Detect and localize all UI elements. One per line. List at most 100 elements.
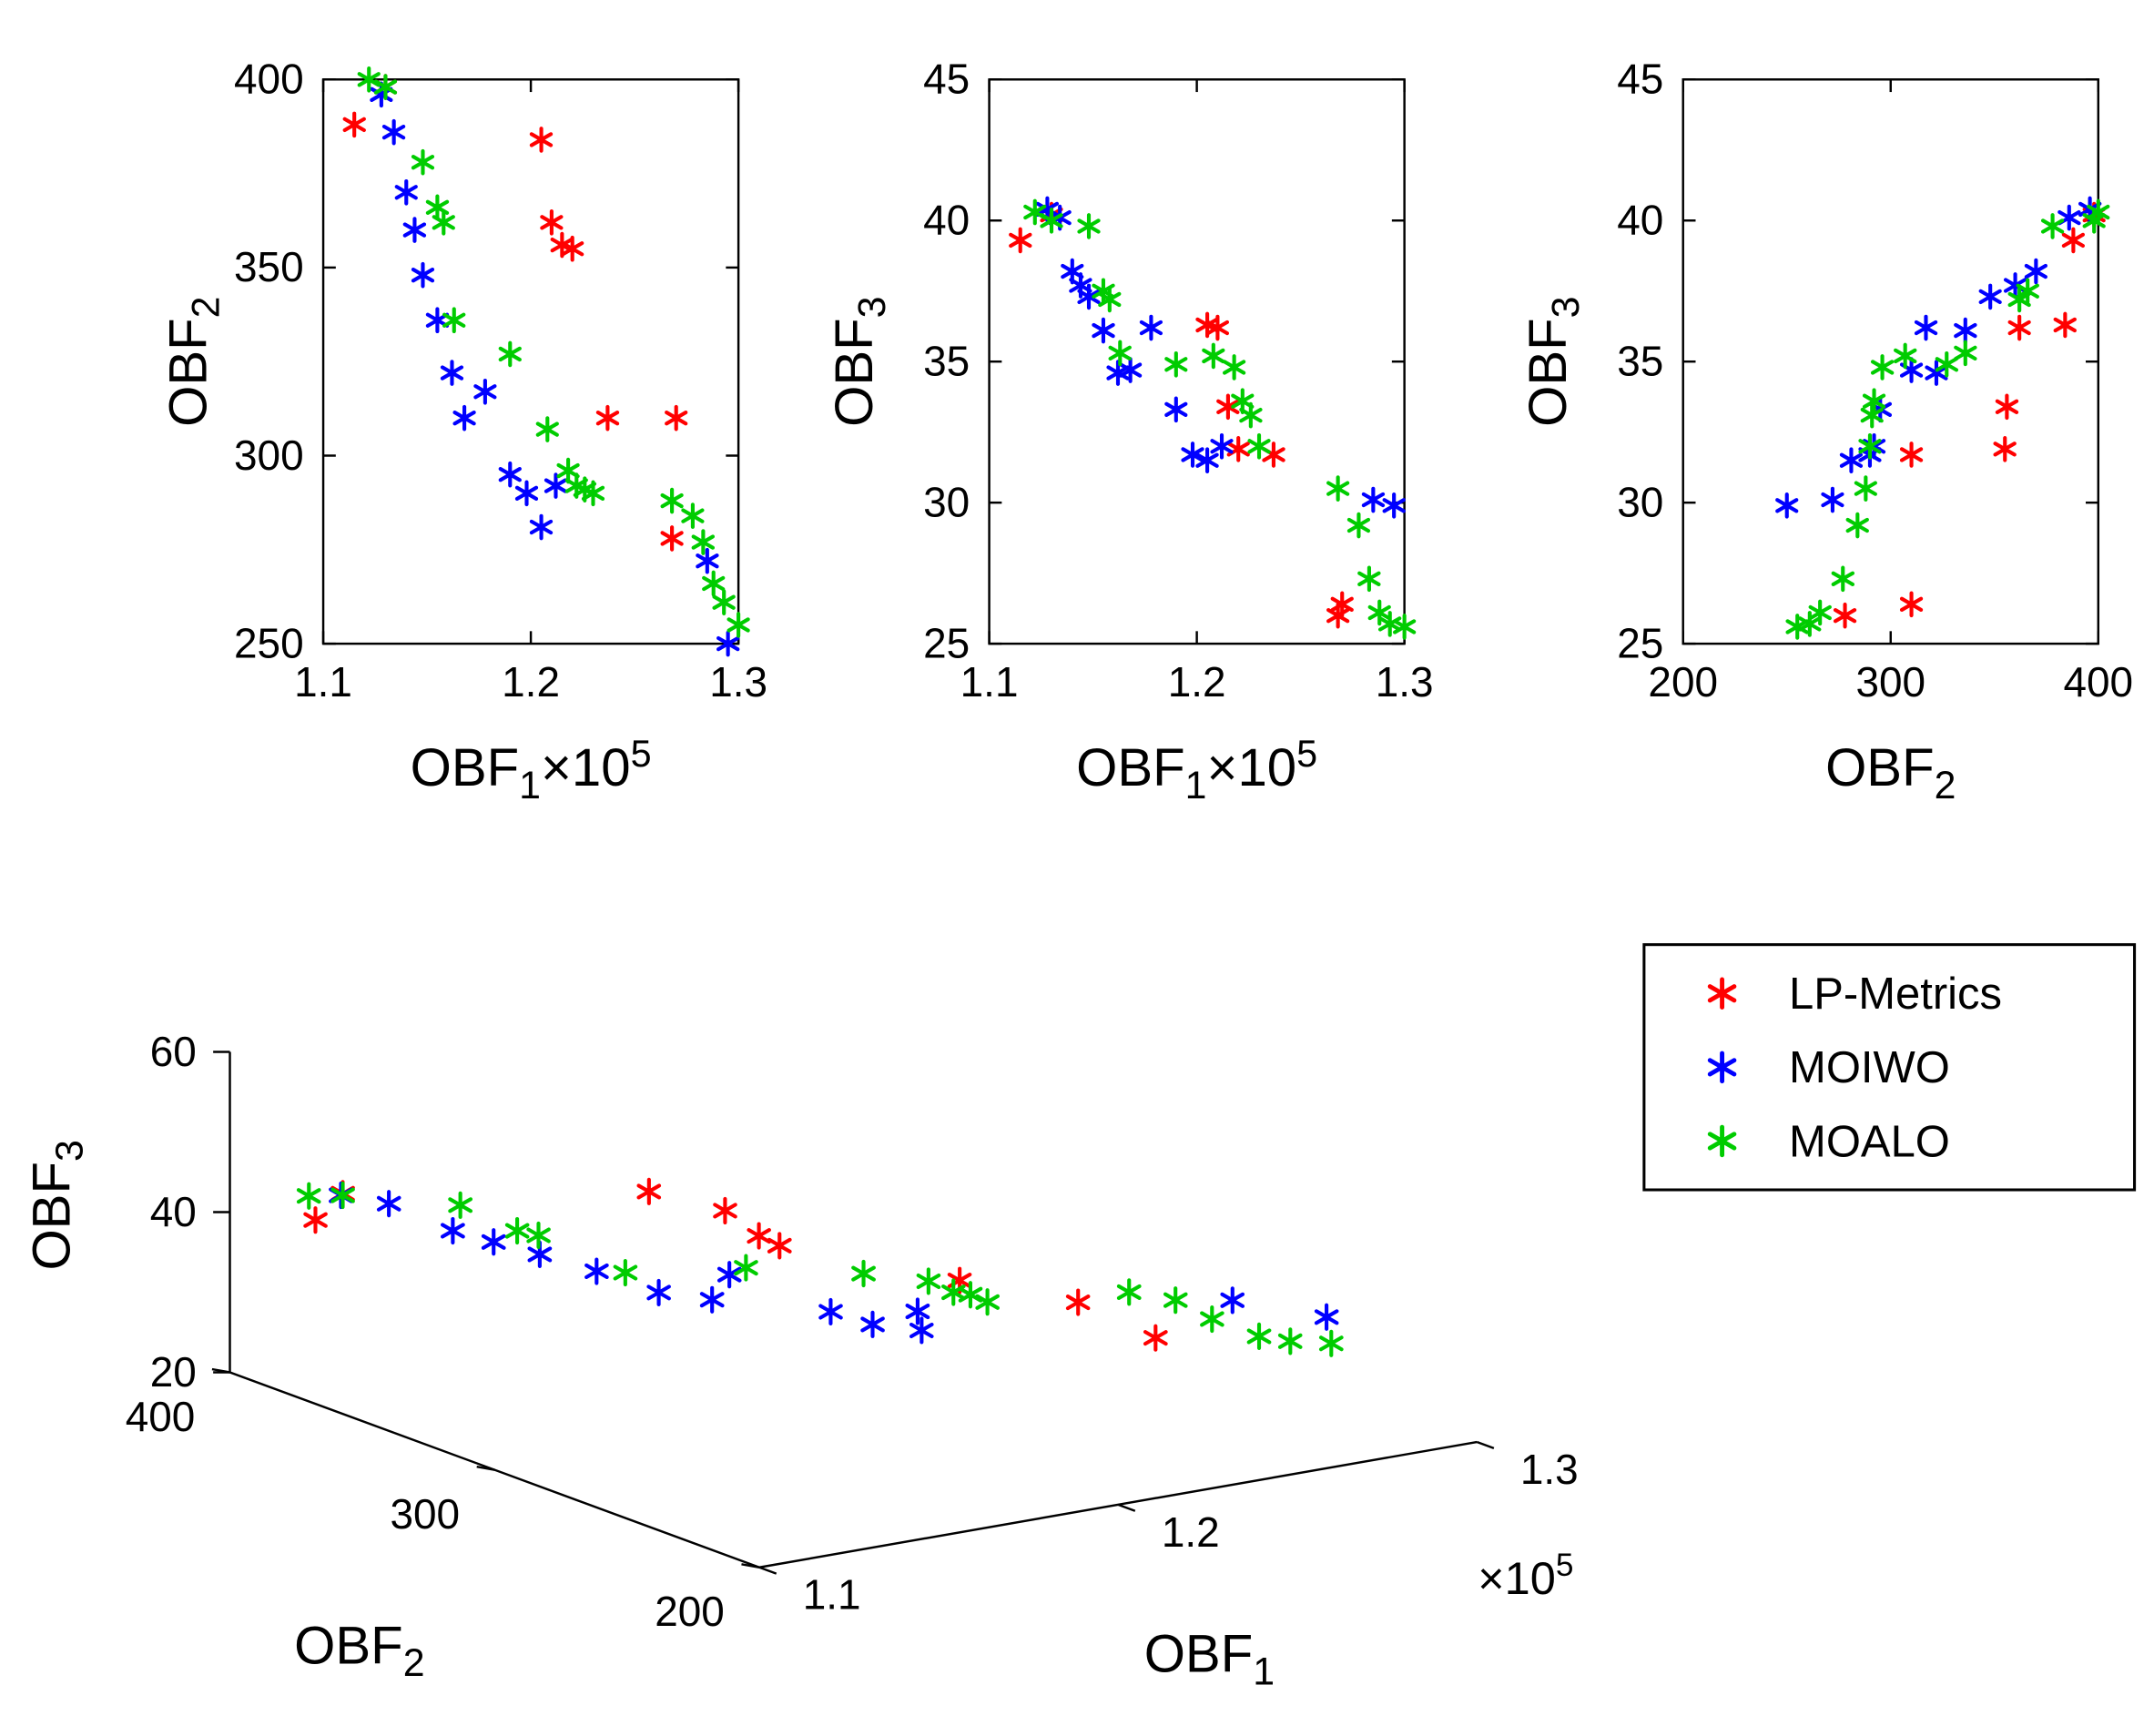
scatter-marker (561, 235, 584, 262)
scatter-marker (1894, 342, 1917, 370)
scatter-marker (712, 589, 736, 615)
subplot-3d-pareto: 1.1 1.2 1.3 400 300 200 20 40 60 OBF1 ×105 OBF2 OBF3 (23, 1028, 1579, 1693)
x-tick-label: 1.3 (1376, 658, 1434, 706)
x-tick-label: 200 (1648, 658, 1718, 706)
z-axis-label: OBF3 (23, 1140, 92, 1270)
scatter-marker (556, 457, 580, 484)
scatter-marker (432, 209, 455, 236)
scatter-marker (452, 404, 476, 431)
scatter-marker (1860, 401, 1884, 429)
scatter-marker (581, 480, 605, 507)
scatter-marker (1210, 432, 1234, 460)
scatter-marker (595, 404, 620, 431)
y-axis-label: OBF2 (294, 1616, 424, 1685)
y-axis-label: OBF3 (1519, 297, 1588, 427)
scatter-marker (747, 1222, 772, 1250)
scatter-marker (373, 74, 398, 100)
scatter-marker (1139, 314, 1163, 341)
scatter-marker (1326, 602, 1350, 629)
y-tick (476, 1466, 495, 1471)
axes-box (988, 78, 1406, 645)
scatter-marker (1200, 1305, 1224, 1334)
scatter-marker (1118, 357, 1143, 383)
scatter-marker (1954, 340, 1977, 367)
scatter-marker (1858, 432, 1882, 460)
y-tick (741, 1563, 760, 1568)
scatter-marker (767, 1232, 792, 1260)
z-tick-label: 60 (150, 1028, 197, 1075)
scatter-marker (376, 1190, 401, 1218)
x-tick-label: 1.3 (709, 658, 767, 706)
x-tick (1117, 1503, 1136, 1512)
scatter-marker (734, 1254, 758, 1282)
scatter-marker (473, 378, 497, 405)
legend-label: MOIWO (1789, 1043, 1950, 1092)
scatter-marker (584, 1257, 609, 1285)
legend-label: MOALO (1789, 1117, 1950, 1166)
scatter-marker (1925, 360, 1948, 386)
scatter-marker (2057, 204, 2081, 231)
scatter-marker (1314, 1303, 1339, 1331)
scatter-marker (1833, 602, 1857, 629)
scatter-marker (440, 1216, 465, 1245)
legend: LP-Metrics MOIWO MOALO (1642, 943, 2137, 1192)
scatter-marker (1993, 435, 2017, 462)
scatter-marker (1077, 283, 1101, 310)
scatter-marker (851, 1259, 876, 1288)
scatter-marker (2082, 208, 2106, 234)
scatter-marker (702, 570, 726, 597)
scatter-marker (699, 1285, 725, 1314)
scatter-marker (1092, 317, 1115, 344)
scatter-marker (1116, 1278, 1142, 1306)
scatter-marker (2024, 258, 2048, 285)
scatter-marker (1831, 565, 1855, 593)
scatter-marker (529, 127, 554, 153)
scatter-marker (1247, 432, 1271, 460)
x-tick-label: 1.1 (803, 1571, 861, 1619)
x-tick-label: 1.2 (1162, 1508, 1220, 1556)
scatter-marker (646, 1278, 671, 1307)
scatter-marker (381, 118, 406, 146)
scatter-marker (1707, 1051, 1737, 1084)
y-tick-label: 25 (923, 619, 970, 666)
scatter-marker (975, 1288, 1000, 1316)
scatter-marker (660, 487, 684, 514)
scatter-marker (550, 231, 574, 259)
z-tick-label: 40 (150, 1188, 197, 1235)
scatter-marker (498, 461, 522, 488)
x-tick-label: 1.1 (960, 658, 1019, 706)
scatter-marker (691, 529, 716, 555)
scatter-marker (526, 1221, 551, 1249)
scatter-marker (425, 307, 450, 334)
scatter-marker (726, 612, 750, 638)
x-tick (1476, 1440, 1495, 1450)
y-tick-label: 400 (234, 56, 304, 103)
scatter-marker (1382, 492, 1406, 519)
y-tick-label: 200 (655, 1588, 725, 1635)
scatter-marker (440, 360, 464, 386)
scatter-marker (370, 81, 393, 108)
scatter-marker (1785, 614, 1809, 640)
scatter-marker (442, 307, 466, 334)
scatter-marker (1009, 227, 1032, 254)
scatter-marker (342, 111, 366, 138)
scatter-marker (1163, 1286, 1188, 1315)
scatter-marker (529, 513, 554, 541)
scatter-marker (613, 1259, 638, 1287)
scatter-marker (296, 1182, 321, 1210)
y-tick-label: 35 (1617, 338, 1663, 385)
scatter-marker (1839, 447, 1864, 474)
scatter-marker (1205, 314, 1230, 341)
scatter-marker (1346, 512, 1371, 539)
scatter-marker (2061, 227, 2086, 254)
y-tick-label: 40 (923, 197, 970, 244)
scatter-marker (1914, 314, 1938, 341)
scatter-marker (1262, 442, 1285, 468)
scatter-marker (1277, 1327, 1303, 1355)
x-tick-label: 1.1 (294, 658, 352, 706)
y-tick-label: 300 (390, 1490, 460, 1538)
scatter-marker (905, 1297, 930, 1325)
subplot-obf3-vs-obf1: 1.1 1.2 1.3 25 30 35 40 45 OBF1×105 OBF3 (825, 56, 1434, 807)
